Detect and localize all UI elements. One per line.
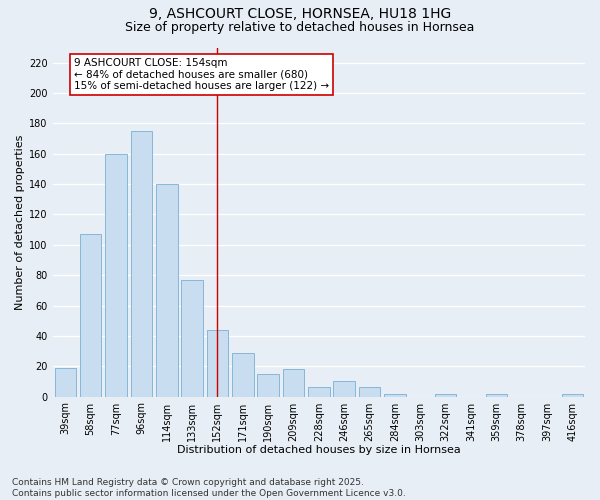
Y-axis label: Number of detached properties: Number of detached properties xyxy=(15,134,25,310)
Bar xyxy=(435,394,457,396)
Bar xyxy=(359,388,380,396)
X-axis label: Distribution of detached houses by size in Hornsea: Distribution of detached houses by size … xyxy=(177,445,461,455)
Bar xyxy=(232,352,254,397)
Bar xyxy=(485,394,507,396)
Bar xyxy=(206,330,228,396)
Text: Contains HM Land Registry data © Crown copyright and database right 2025.
Contai: Contains HM Land Registry data © Crown c… xyxy=(12,478,406,498)
Bar xyxy=(334,382,355,396)
Bar xyxy=(562,394,583,396)
Text: 9, ASHCOURT CLOSE, HORNSEA, HU18 1HG: 9, ASHCOURT CLOSE, HORNSEA, HU18 1HG xyxy=(149,8,451,22)
Bar xyxy=(80,234,101,396)
Bar xyxy=(156,184,178,396)
Bar xyxy=(105,154,127,396)
Bar xyxy=(384,394,406,396)
Text: 9 ASHCOURT CLOSE: 154sqm
← 84% of detached houses are smaller (680)
15% of semi-: 9 ASHCOURT CLOSE: 154sqm ← 84% of detach… xyxy=(74,58,329,91)
Bar xyxy=(55,368,76,396)
Bar xyxy=(131,131,152,396)
Bar xyxy=(257,374,279,396)
Bar xyxy=(283,370,304,396)
Text: Size of property relative to detached houses in Hornsea: Size of property relative to detached ho… xyxy=(125,21,475,34)
Bar xyxy=(308,388,329,396)
Bar xyxy=(181,280,203,396)
